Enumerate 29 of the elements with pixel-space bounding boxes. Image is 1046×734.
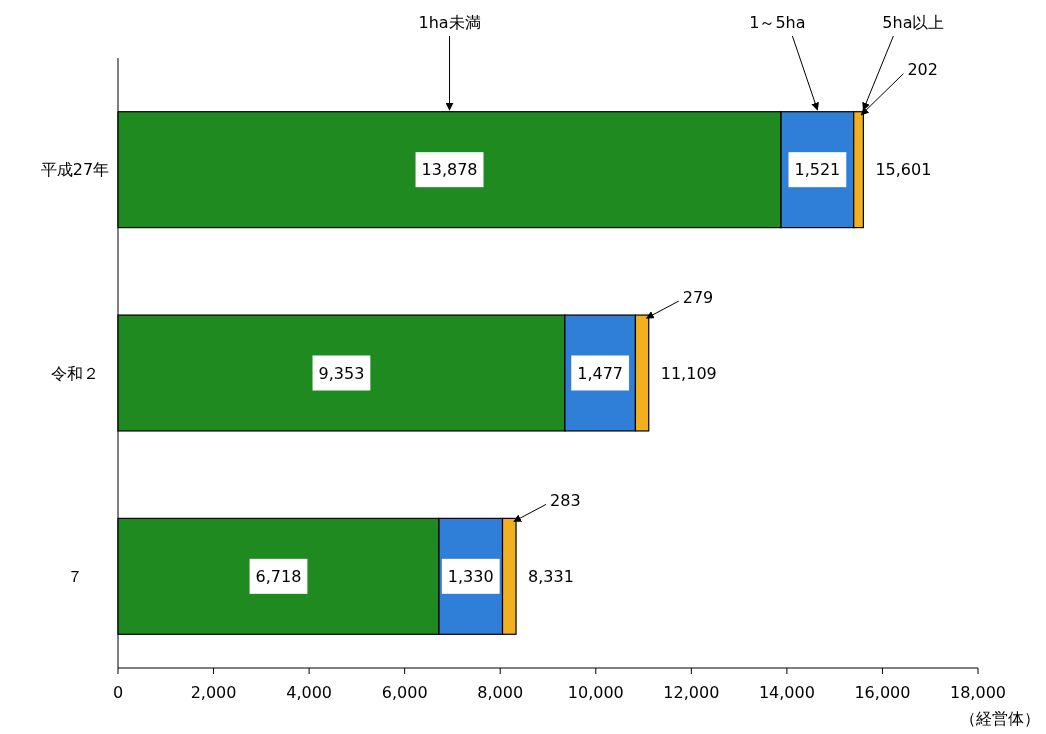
y-tick-label: 令和２ (51, 363, 99, 383)
x-tick-label: 6,000 (381, 682, 428, 702)
data-label: 279 (682, 287, 714, 307)
x-tick-label: 16,000 (854, 682, 911, 702)
data-label: 1,521 (794, 160, 841, 180)
data-label: 9,353 (318, 363, 365, 383)
data-label: 6,718 (255, 566, 302, 586)
x-tick-label: 12,000 (663, 682, 720, 702)
data-label: 13,878 (421, 160, 478, 180)
x-tick-label: 10,000 (567, 682, 624, 702)
x-tick-label: 0 (112, 682, 124, 702)
y-tick-label: ７ (67, 566, 83, 586)
x-tick-label: 8,000 (477, 682, 524, 702)
text: 1～5ha (749, 12, 806, 32)
data-label: 1,330 (447, 566, 494, 586)
data-label: 202 (907, 60, 938, 80)
total-label: 11,109 (660, 363, 717, 383)
text: 1ha未満 (418, 12, 481, 32)
data-label: 283 (550, 490, 581, 510)
x-tick-label: 14,000 (758, 682, 815, 702)
x-tick-label: 18,000 (950, 682, 1006, 702)
x-tick-label: 2,000 (190, 682, 237, 702)
x-tick-label: 4,000 (286, 682, 333, 702)
total-label: 8,331 (528, 566, 574, 586)
data-label: 1,477 (577, 363, 624, 383)
text: 5ha以上 (882, 12, 945, 32)
total-label: 15,601 (875, 160, 932, 180)
x-axis-title: （経営体） (960, 708, 1040, 728)
y-tick-label: 平成27年 (40, 160, 110, 180)
